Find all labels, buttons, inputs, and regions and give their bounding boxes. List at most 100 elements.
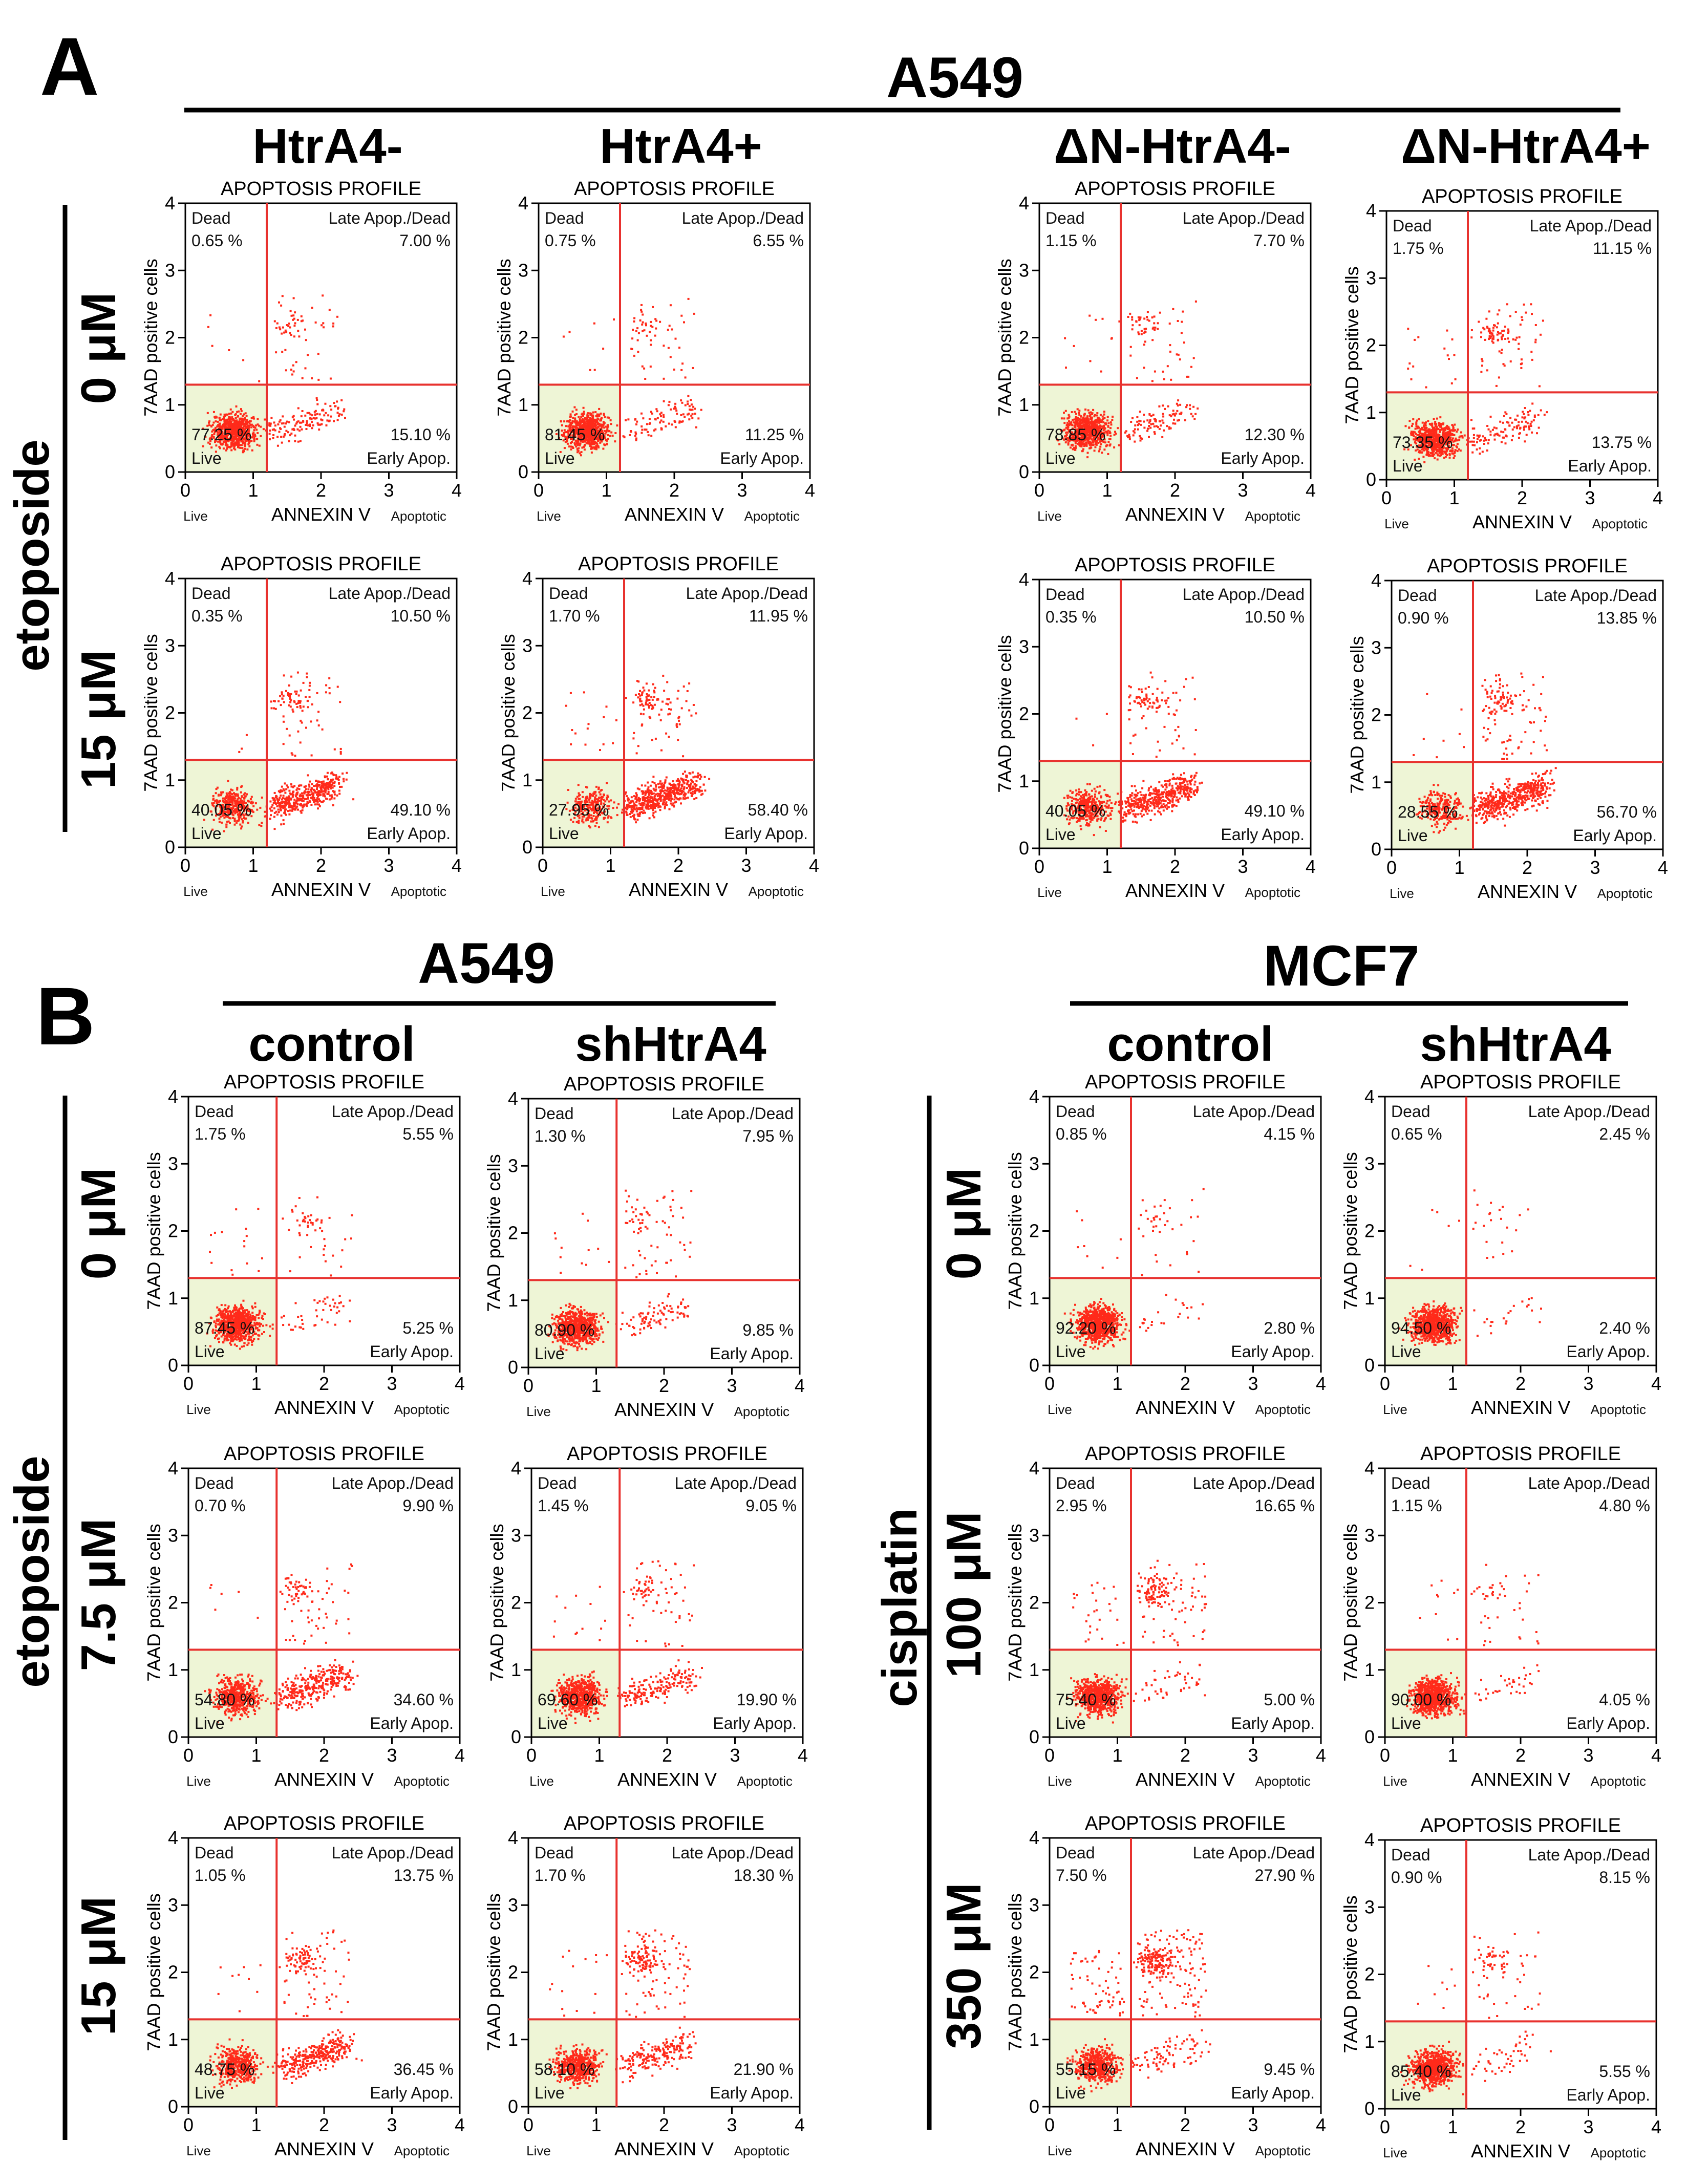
event-dot xyxy=(1140,333,1143,335)
y-axis-label: 7AAD positive cells xyxy=(140,634,161,791)
event-dot xyxy=(223,436,225,438)
event-dot xyxy=(1503,415,1505,417)
event-dot xyxy=(258,824,261,826)
event-dot xyxy=(1526,422,1529,424)
event-dot xyxy=(225,796,228,798)
event-dot xyxy=(1414,427,1417,430)
event-dot xyxy=(223,426,226,429)
event-dot xyxy=(1424,429,1426,432)
event-dot xyxy=(295,702,298,705)
event-dot xyxy=(588,420,590,423)
event-dot xyxy=(288,804,291,807)
event-dot xyxy=(1479,439,1481,442)
event-dot xyxy=(598,415,601,417)
event-dot xyxy=(224,427,227,430)
event-dot xyxy=(298,430,301,432)
event-dot xyxy=(257,423,259,426)
event-dot xyxy=(581,424,583,427)
event-dot xyxy=(253,440,255,442)
event-dot xyxy=(220,419,222,421)
event-dot xyxy=(290,432,293,435)
event-dot xyxy=(594,791,596,794)
event-dot xyxy=(251,449,253,452)
event-dot xyxy=(1440,423,1443,425)
event-dot xyxy=(580,454,582,457)
event-dot xyxy=(1083,421,1086,423)
plot-title: APOPTOSIS PROFILE xyxy=(578,553,779,575)
event-dot xyxy=(274,799,276,802)
event-dot xyxy=(299,793,302,796)
panel-b-col-a549-shhtra4: shHtrA4 xyxy=(575,1017,766,1072)
event-dot xyxy=(293,799,296,801)
event-dot xyxy=(556,433,558,435)
event-dot xyxy=(323,790,326,793)
event-dot xyxy=(1172,410,1175,412)
event-dot xyxy=(1060,417,1063,420)
event-dot xyxy=(1099,431,1101,433)
event-dot xyxy=(1502,421,1504,424)
event-dot xyxy=(230,449,233,452)
event-dot xyxy=(290,797,292,800)
event-dot xyxy=(655,408,658,411)
event-dot xyxy=(591,443,593,445)
event-dot xyxy=(275,351,277,354)
event-dot xyxy=(296,428,299,431)
event-dot xyxy=(597,425,600,428)
event-dot xyxy=(245,421,247,423)
event-dot xyxy=(257,418,259,420)
event-dot xyxy=(1086,418,1089,420)
event-dot xyxy=(673,368,675,371)
event-dot xyxy=(571,445,574,448)
event-dot xyxy=(301,721,303,724)
event-dot xyxy=(600,437,602,439)
event-dot xyxy=(596,415,599,418)
event-dot xyxy=(1117,427,1119,430)
quadrant-dead-value: 0.75 % xyxy=(545,231,596,250)
event-dot xyxy=(252,416,255,418)
event-dot xyxy=(333,793,336,796)
event-dot xyxy=(1191,415,1194,418)
event-dot xyxy=(1078,418,1081,420)
event-dot xyxy=(343,408,346,411)
event-dot xyxy=(1086,456,1089,459)
event-dot xyxy=(680,420,683,423)
event-dot xyxy=(590,425,592,427)
event-dot xyxy=(325,684,328,687)
event-dot xyxy=(220,428,222,431)
event-dot xyxy=(1131,316,1134,318)
event-dot xyxy=(575,413,578,415)
event-dot xyxy=(1511,435,1514,437)
event-dot xyxy=(1094,421,1096,424)
event-dot xyxy=(574,798,577,800)
event-dot xyxy=(240,791,242,794)
y-tick-label: 3 xyxy=(518,260,528,281)
event-dot xyxy=(649,366,652,368)
event-dot xyxy=(219,422,221,425)
event-dot xyxy=(1089,418,1092,420)
event-dot xyxy=(579,442,582,445)
event-dot xyxy=(569,425,572,427)
event-dot xyxy=(604,430,606,432)
event-dot xyxy=(1192,405,1195,408)
event-dot xyxy=(239,823,242,826)
event-dot xyxy=(640,310,643,313)
event-dot xyxy=(603,426,606,429)
event-dot xyxy=(1067,414,1070,416)
event-dot xyxy=(281,441,283,444)
event-dot xyxy=(291,808,294,811)
event-dot xyxy=(296,803,299,805)
event-dot xyxy=(1521,319,1524,321)
event-dot xyxy=(1115,433,1117,435)
event-dot xyxy=(1516,427,1519,430)
event-dot xyxy=(1453,457,1455,459)
event-dot xyxy=(240,410,243,412)
x-tick-label: 2 xyxy=(316,855,326,876)
event-dot xyxy=(1503,329,1505,332)
event-dot xyxy=(1180,413,1182,415)
event-dot xyxy=(248,433,251,436)
event-dot xyxy=(1461,436,1464,439)
event-dot xyxy=(683,321,685,324)
event-dot xyxy=(247,421,250,423)
event-dot xyxy=(316,403,319,405)
